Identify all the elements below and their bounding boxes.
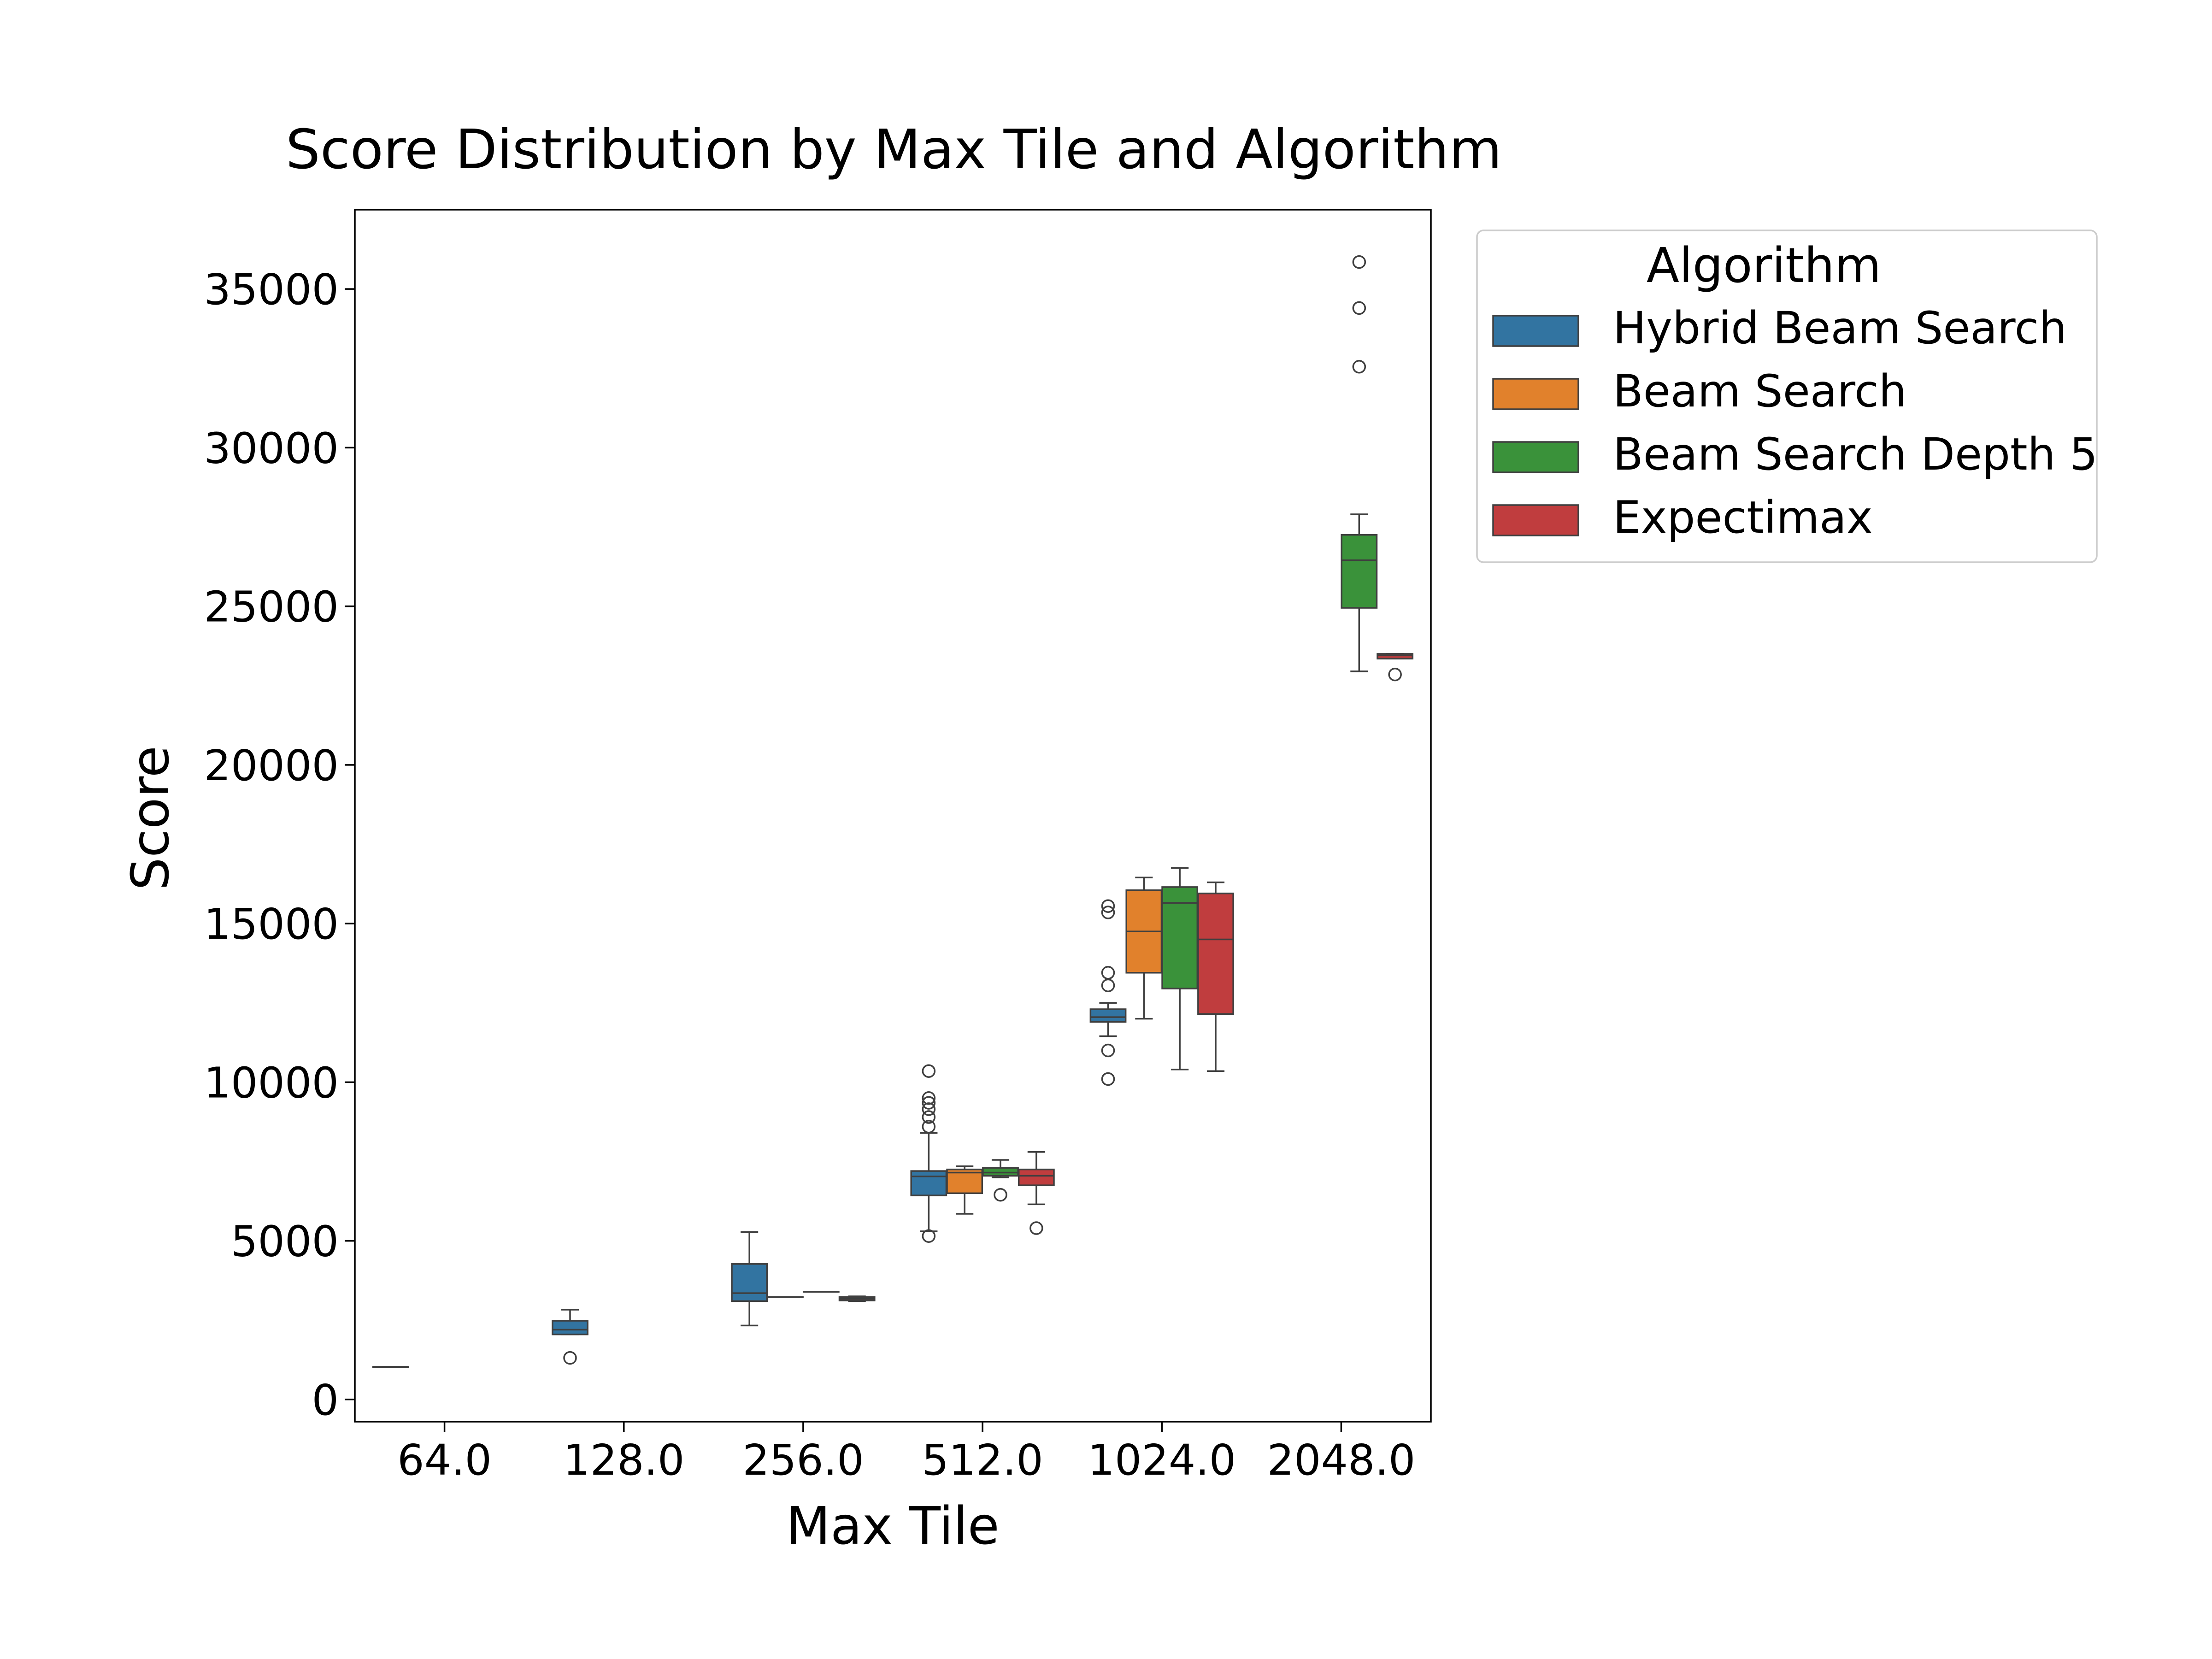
- box-beam-search-depth-5-2048.0: [1341, 255, 1378, 672]
- outlier-point: [994, 1188, 1007, 1202]
- outlier-point: [922, 1096, 936, 1110]
- box-expectimax-512.0: [1018, 1151, 1055, 1235]
- box-beam-search-depth-5-512.0: [982, 1159, 1019, 1202]
- box-beam-search-1024.0: [1125, 877, 1163, 1020]
- box-expectimax-256.0: [838, 1295, 876, 1302]
- box-hybrid-beam-search-512.0: [910, 1064, 947, 1243]
- legend-swatch: [1492, 504, 1579, 536]
- outlier-point: [1101, 978, 1115, 993]
- x-tick-label: 64.0: [397, 1435, 492, 1485]
- outlier-point: [922, 1119, 936, 1134]
- legend-swatch: [1492, 315, 1579, 347]
- legend-entry-label: Beam Search Depth 5: [1613, 429, 2098, 480]
- y-tick-label: 35000: [204, 265, 339, 314]
- box-hybrid-beam-search-256.0: [731, 1231, 768, 1327]
- iqr-box: [1089, 1008, 1127, 1023]
- y-tick-label: 0: [312, 1376, 339, 1425]
- x-tick-label: 512.0: [922, 1435, 1043, 1485]
- x-axis-label: Max Tile: [786, 1496, 999, 1556]
- iqr-box: [552, 1320, 588, 1335]
- outlier-point: [922, 1091, 936, 1105]
- plot-area: 0 5000 10000 15000 20000 25000 30000 35000 64.0 1…: [204, 209, 1432, 1485]
- box-expectimax-1024.0: [1197, 881, 1234, 1072]
- outlier-point: [1101, 966, 1115, 980]
- iqr-box: [910, 1170, 947, 1196]
- legend: Algorithm Hybrid Beam Search Beam Search Be…: [1476, 229, 2098, 563]
- outlier-point: [1030, 1221, 1043, 1235]
- legend-entry-label: Beam Search: [1613, 365, 1907, 417]
- box-beam-search-depth-5-1024.0: [1161, 867, 1199, 1071]
- outlier-point: [1101, 899, 1115, 913]
- outlier-point: [1352, 301, 1366, 315]
- y-tick-label: 20000: [204, 741, 339, 790]
- legend-entry-label: Expectimax: [1613, 492, 1873, 543]
- iqr-box: [1018, 1168, 1055, 1186]
- outlier-point: [1101, 1072, 1115, 1086]
- x-tick-label: 2048.0: [1267, 1435, 1415, 1485]
- outlier-point: [922, 1064, 936, 1078]
- y-tick-label: 10000: [204, 1058, 339, 1107]
- box-hybrid-beam-search-128.0: [552, 1309, 588, 1365]
- legend-swatch: [1492, 378, 1579, 410]
- outlier-point: [1352, 255, 1366, 269]
- chart-title: Score Distribution by Max Tile and Algor…: [286, 118, 1502, 181]
- y-tick-label: 15000: [204, 900, 339, 949]
- y-tick-label: 5000: [231, 1217, 339, 1266]
- legend-entry-label: Hybrid Beam Search: [1613, 302, 2067, 354]
- legend-title: Algorithm: [1647, 237, 1881, 294]
- iqr-box: [1341, 534, 1378, 609]
- x-tick-label: 128.0: [563, 1435, 684, 1485]
- box-expectimax-2048.0: [1377, 653, 1414, 682]
- legend-swatch: [1492, 441, 1579, 473]
- outlier-point: [922, 1102, 936, 1116]
- outlier-point: [563, 1351, 577, 1365]
- outlier-point: [922, 1110, 936, 1124]
- outlier-point: [922, 1229, 936, 1243]
- iqr-box: [731, 1263, 768, 1302]
- y-tick-label: 30000: [204, 424, 339, 473]
- plot-frame: [354, 209, 1432, 1423]
- outlier-point: [1388, 667, 1402, 682]
- x-tick-label: 256.0: [742, 1435, 864, 1485]
- y-axis-label: Score: [121, 746, 181, 890]
- legend-frame: [1476, 229, 2098, 563]
- box-beam-search-512.0: [946, 1165, 983, 1215]
- outlier-point: [1101, 906, 1115, 919]
- x-tick-label: 1024.0: [1088, 1435, 1236, 1485]
- outlier-point: [1352, 360, 1366, 374]
- iqr-box: [1197, 892, 1234, 1015]
- y-tick-label: 25000: [204, 582, 339, 632]
- box-hybrid-beam-search-1024.0: [1089, 899, 1127, 1086]
- outlier-point: [1101, 1043, 1115, 1058]
